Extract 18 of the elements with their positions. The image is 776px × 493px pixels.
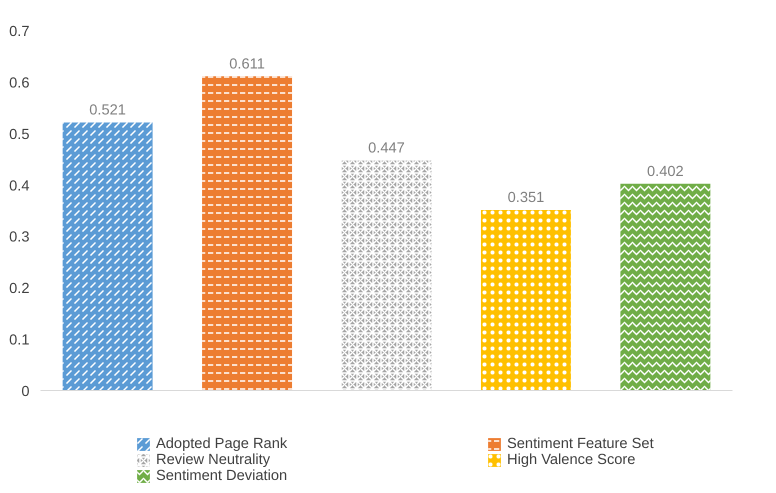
y-tick-label: 0.4 [9, 178, 30, 194]
legend-label: Adopted Page Rank [156, 436, 288, 452]
data-label: 0.611 [229, 56, 265, 72]
y-tick-label: 0.1 [9, 332, 30, 349]
data-label: 0.447 [368, 140, 405, 157]
y-tick-label: 0.5 [9, 126, 30, 143]
y-tick-label: 0.6 [9, 75, 30, 92]
data-label: 0.351 [508, 190, 544, 206]
y-tick-label: 0 [21, 384, 30, 400]
legend-label: High Valence Score [507, 452, 636, 468]
y-tick-label: 0.7 [9, 24, 30, 40]
y-tick-label: 0.3 [9, 230, 30, 246]
legend-label: Sentiment Deviation [156, 468, 288, 484]
y-tick-label: 0.2 [9, 281, 30, 298]
data-label: 0.521 [89, 102, 126, 119]
data-label: 0.402 [647, 164, 684, 180]
legend-label: Sentiment Feature Set [507, 436, 655, 452]
legend-label: Review Neutrality [156, 452, 272, 468]
